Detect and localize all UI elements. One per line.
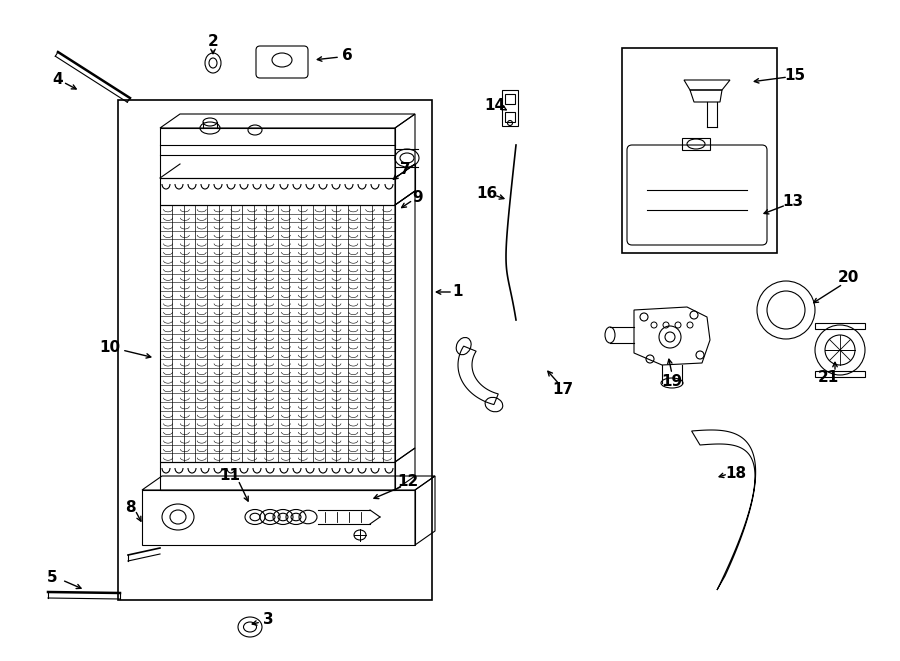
Bar bbox=[622, 48, 777, 253]
Bar bbox=[815, 371, 865, 377]
Bar bbox=[505, 112, 515, 122]
Bar bbox=[815, 323, 865, 329]
Text: 21: 21 bbox=[817, 371, 839, 385]
Text: 8: 8 bbox=[125, 500, 135, 514]
Bar bbox=[505, 94, 515, 104]
Text: 15: 15 bbox=[785, 67, 806, 83]
Text: 9: 9 bbox=[413, 190, 423, 206]
Text: 5: 5 bbox=[47, 570, 58, 584]
Text: 14: 14 bbox=[484, 98, 506, 112]
Bar bbox=[502, 90, 518, 126]
Text: 10: 10 bbox=[99, 340, 121, 356]
Text: 20: 20 bbox=[837, 270, 859, 286]
Bar bbox=[682, 138, 710, 150]
Bar bbox=[160, 178, 395, 205]
Text: 17: 17 bbox=[553, 383, 573, 397]
Text: 2: 2 bbox=[208, 34, 219, 50]
Text: 18: 18 bbox=[725, 465, 747, 481]
Bar bbox=[118, 100, 432, 600]
Text: 6: 6 bbox=[342, 48, 353, 63]
Text: 13: 13 bbox=[782, 194, 804, 210]
Bar bbox=[160, 128, 395, 178]
Text: 11: 11 bbox=[220, 469, 240, 483]
Text: 19: 19 bbox=[662, 375, 682, 389]
Text: 4: 4 bbox=[53, 73, 63, 87]
Text: 7: 7 bbox=[400, 163, 410, 178]
Text: 1: 1 bbox=[453, 284, 464, 299]
Text: 12: 12 bbox=[398, 475, 418, 490]
Text: 3: 3 bbox=[263, 613, 274, 627]
Bar bbox=[160, 205, 395, 462]
Bar bbox=[142, 490, 415, 545]
Bar bbox=[160, 462, 395, 490]
Text: 16: 16 bbox=[476, 186, 498, 200]
